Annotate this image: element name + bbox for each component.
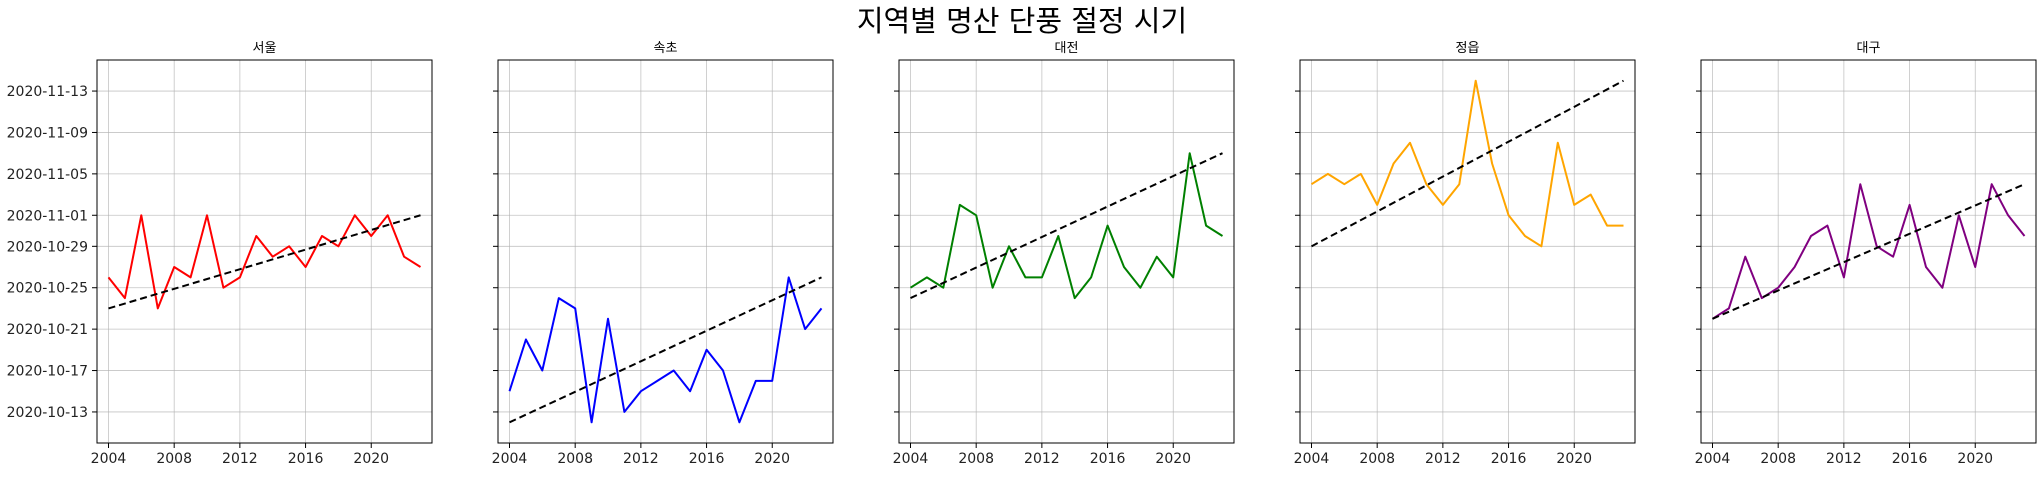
x-tick-label: 2020 (1957, 451, 1993, 467)
y-tick-label: 2020-10-17 (7, 364, 88, 380)
y-tick-label: 2020-10-13 (7, 405, 88, 421)
x-tick-label: 2008 (156, 451, 192, 467)
plot-frame (1299, 59, 1636, 444)
y-tick-label: 2020-10-25 (7, 281, 88, 297)
x-tick-label: 2016 (1090, 451, 1126, 467)
x-tick-label: 2012 (222, 451, 258, 467)
x-tick-label: 2016 (1491, 451, 1527, 467)
x-tick-label: 2012 (623, 451, 659, 467)
x-tick-label: 2016 (288, 451, 324, 467)
trend-line (509, 276, 822, 424)
x-tick-label: 2008 (557, 451, 593, 467)
x-tick-label: 2016 (1892, 451, 1928, 467)
x-tick-label: 2020 (754, 451, 790, 467)
plot-frame (898, 59, 1235, 444)
y-tick-label: 2020-10-29 (7, 239, 88, 255)
plot-frame (96, 59, 433, 444)
trend-line (910, 152, 1223, 299)
x-tick-label: 2020 (353, 451, 389, 467)
y-tick-label: 2020-11-09 (7, 125, 88, 141)
panel-title: 정읍 (1456, 41, 1480, 56)
x-tick-label: 2020 (1155, 451, 1191, 467)
plot-frame (497, 59, 834, 444)
panel-title: 대전 (1055, 41, 1079, 56)
x-tick-label: 2004 (91, 451, 127, 467)
panel-title: 대구 (1857, 41, 1881, 56)
panel-title: 속초 (654, 41, 678, 56)
y-tick-label: 2020-11-01 (7, 208, 88, 224)
series-line (508, 276, 823, 424)
panel-1: 서울 2004 2008 2012 2016 2020 2020-10-13 2020-10-… (7, 41, 433, 467)
panel-2: 속초 2004 2008 2012 2016 2020 (492, 41, 834, 467)
series-line (107, 214, 422, 310)
panel-title: 서울 (253, 41, 277, 56)
plot-frame (1700, 59, 2037, 444)
x-tick-label: 2012 (1425, 451, 1461, 467)
x-tick-label: 2020 (1556, 451, 1592, 467)
x-tick-label: 2008 (958, 451, 994, 467)
x-tick-label: 2012 (1024, 451, 1060, 467)
x-tick-label: 2004 (1294, 451, 1330, 467)
series-line (909, 152, 1224, 300)
y-tick-label: 2020-11-13 (7, 84, 88, 100)
x-tick-label: 2004 (893, 451, 929, 467)
x-tick-label: 2008 (1760, 451, 1796, 467)
x-tick-label: 2012 (1826, 451, 1862, 467)
trend-line (108, 214, 421, 310)
x-tick-label: 2016 (689, 451, 725, 467)
y-tick-label: 2020-10-21 (7, 322, 88, 338)
x-tick-label: 2004 (492, 451, 528, 467)
panel-3: 대전 2004 2008 2012 2016 2020 (893, 41, 1235, 467)
chart-title: 지역별 명산 단풍 절정 시기 (857, 4, 1187, 38)
x-tick-label: 2008 (1359, 451, 1395, 467)
y-tick-label: 2020-11-05 (7, 167, 88, 183)
series-line (1310, 79, 1624, 248)
panel-5: 대구 2004 2008 2012 2016 2020 (1695, 41, 2037, 467)
trend-line (1712, 183, 2025, 320)
panels: 서울 2004 2008 2012 2016 2020 2020-10-13 2020-10-… (7, 41, 2037, 467)
x-tick-label: 2004 (1695, 451, 1731, 467)
panel-4: 정읍 2004 2008 2012 2016 2020 (1294, 41, 1636, 467)
trend-line (1311, 79, 1624, 248)
